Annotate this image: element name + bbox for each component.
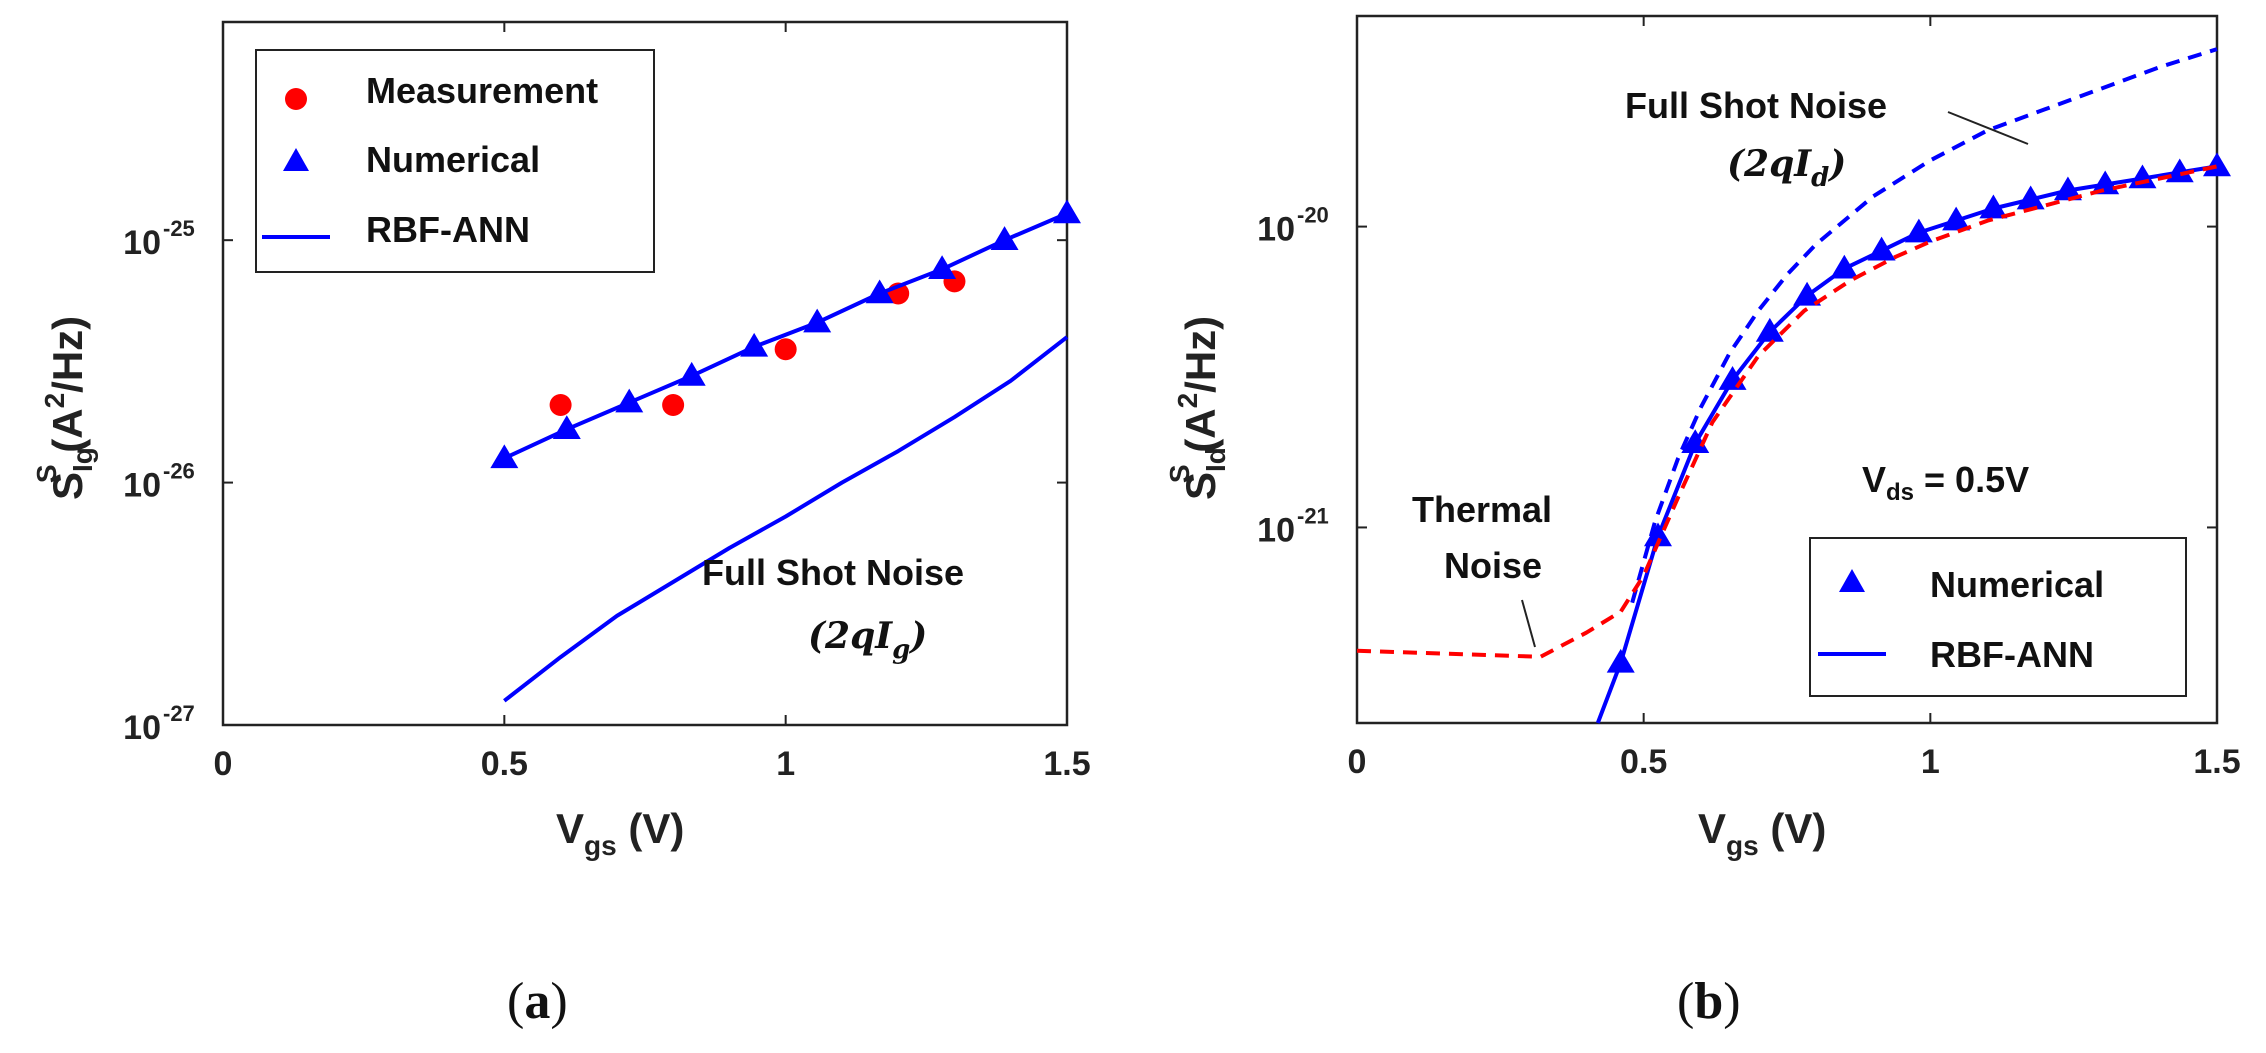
legend-measurement-marker bbox=[285, 88, 307, 110]
x-tick-label: 1.5 bbox=[1043, 745, 1090, 783]
chart-b-annotation-formula: (2qId) bbox=[1727, 143, 1846, 193]
legend-b-rbf-ann-label: RBF-ANN bbox=[1930, 634, 2094, 675]
chart-a-xlabel: Vgs (V) bbox=[556, 805, 684, 861]
x-tick-label: 0.5 bbox=[1620, 743, 1667, 781]
y-tick-label: 10 bbox=[123, 467, 161, 505]
x-tick-label: 0.5 bbox=[481, 745, 528, 783]
chart-a-annotation-formula: (2qIg) bbox=[808, 615, 927, 665]
chart-b-annotation-leader-thermal bbox=[1521, 599, 1536, 648]
y-tick-label: 10 bbox=[1257, 211, 1295, 249]
chart-a-ylabel: SIgS (A2/Hz) bbox=[31, 316, 98, 500]
chart-b-panel-label: (b) bbox=[1677, 973, 1741, 1030]
chart-a-annotation-full-shot-noise: Full Shot Noise bbox=[702, 552, 964, 593]
chart-b-ylabel: SIdS (A2/Hz) bbox=[1164, 316, 1231, 500]
series-measurement-point bbox=[662, 394, 685, 417]
chart-b-xlabel: Vgs (V) bbox=[1698, 805, 1826, 861]
series-measurement-point bbox=[774, 338, 797, 361]
x-tick-label: 0 bbox=[214, 745, 233, 783]
chart-b-annotation-vds: Vds = 0.5V bbox=[1862, 459, 2029, 506]
x-tick-label: 1.5 bbox=[2193, 743, 2240, 781]
chart-b-annotation-full-shot-noise: Full Shot Noise bbox=[1625, 85, 1887, 126]
series-numerical-point bbox=[2091, 170, 2120, 195]
series-measurement-point bbox=[549, 394, 572, 417]
legend-b-numerical-marker bbox=[1839, 569, 1865, 592]
y-tick-exponent: -20 bbox=[1297, 203, 1329, 228]
series-reference-curve-2-line bbox=[1630, 47, 2218, 604]
chart-a-panel-label: (a) bbox=[507, 973, 568, 1030]
chart-a-legend: Measurement Numerical RBF-ANN bbox=[255, 49, 655, 273]
series-numerical-point bbox=[2016, 185, 2045, 210]
chart-b-legend: Numerical RBF-ANN bbox=[1809, 537, 2187, 697]
series-numerical-point bbox=[2203, 152, 2231, 177]
y-tick-label: 10 bbox=[123, 709, 161, 747]
legend-rbf-ann-label: RBF-ANN bbox=[366, 209, 530, 250]
y-tick-label: 10 bbox=[123, 224, 161, 262]
series-numerical-point bbox=[2165, 158, 2194, 183]
series-reference-curve-3-line bbox=[503, 335, 1069, 703]
legend-b-numerical-label: Numerical bbox=[1930, 564, 2104, 605]
chart-b-legend-box bbox=[1809, 537, 2187, 697]
chart-b-annotation-noise: Noise bbox=[1444, 545, 1542, 586]
y-tick-exponent: -25 bbox=[163, 216, 195, 241]
chart-a-series bbox=[490, 199, 1081, 703]
y-tick-exponent: -26 bbox=[163, 459, 195, 484]
chart-b-series bbox=[1356, 47, 2231, 724]
x-tick-label: 1 bbox=[1921, 743, 1940, 781]
series-rbf-ann-line bbox=[1595, 164, 2218, 724]
chart-b-annotation-leader-shot bbox=[1947, 111, 2029, 145]
x-tick-label: 0 bbox=[1348, 743, 1367, 781]
chart-b-annotation-thermal: Thermal bbox=[1412, 489, 1552, 530]
legend-numerical-label: Numerical bbox=[366, 139, 540, 180]
y-tick-exponent: -27 bbox=[163, 701, 195, 726]
y-tick-label: 10 bbox=[1257, 511, 1295, 549]
series-reference-curve-3-line bbox=[1356, 164, 2218, 659]
legend-numerical-marker bbox=[283, 148, 309, 171]
x-tick-label: 1 bbox=[776, 745, 795, 783]
series-numerical-point bbox=[2053, 176, 2082, 201]
y-tick-exponent: -21 bbox=[1297, 503, 1329, 528]
legend-measurement-label: Measurement bbox=[366, 70, 598, 111]
series-rbf-ann-line bbox=[503, 211, 1068, 461]
